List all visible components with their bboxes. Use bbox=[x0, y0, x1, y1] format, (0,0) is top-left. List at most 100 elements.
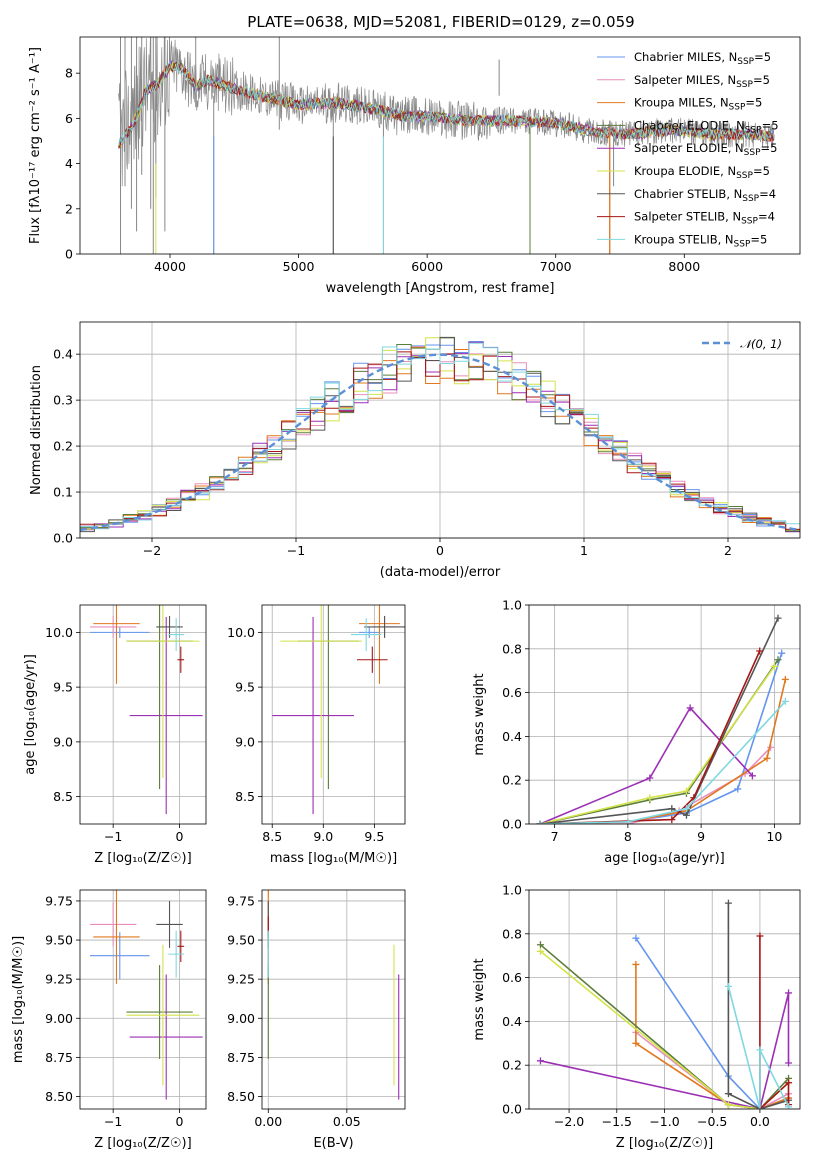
x-tick-label: 7 bbox=[551, 829, 559, 844]
series-point-8 bbox=[781, 697, 789, 705]
axes-frame bbox=[79, 36, 801, 255]
panel-0: 4000 5000 6000 7000 8000 0 2 4 6 8 wavelength [Ang… bbox=[28, 36, 801, 296]
series-point-7 bbox=[756, 932, 764, 940]
series-point-2 bbox=[781, 675, 789, 683]
series-point-6 bbox=[668, 805, 676, 813]
series-point-8 bbox=[682, 805, 690, 813]
legend-label-4: Salpeter ELODIE, NSSP=5 bbox=[634, 141, 777, 158]
series-line-6 bbox=[727, 903, 789, 1109]
y-tick-label: 0.2 bbox=[502, 773, 522, 788]
x-tick-label: −1 bbox=[287, 543, 305, 558]
series-point-5 bbox=[682, 787, 690, 795]
legend-sub: SSP bbox=[737, 57, 754, 67]
y-axis-label: mass weight bbox=[472, 958, 487, 1040]
series-point-4 bbox=[536, 1057, 544, 1065]
axes-frame bbox=[79, 889, 207, 1110]
series-point-4 bbox=[686, 704, 694, 712]
legend-n: =5 bbox=[750, 232, 767, 246]
panel-2: −1 0 8.5 9.0 9.5 10.0 Z [log₁₀(Z/Z☉)] age [log₁… bbox=[23, 604, 207, 866]
x-tick-label: 0.00 bbox=[254, 1114, 282, 1129]
legend-sub: SSP bbox=[744, 148, 761, 158]
x-axis-label: age [log₁₀(age/yr)] bbox=[604, 851, 725, 866]
legend-n: =5 bbox=[753, 164, 770, 178]
x-axis-label: mass [log₁₀(M/M☉)] bbox=[270, 851, 397, 866]
legend-n: =4 bbox=[758, 210, 775, 224]
y-tick-label: 0.0 bbox=[502, 1102, 522, 1117]
panel-6: 0.00 0.05 8.50 8.75 9.00 9.25 9.50 9.75 E(B-V) bbox=[227, 889, 406, 1151]
histogram-8 bbox=[80, 342, 800, 530]
y-axis-label: Normed distribution bbox=[29, 365, 44, 495]
series-point-4 bbox=[785, 1059, 793, 1067]
series-point-3 bbox=[774, 656, 782, 664]
axes-frame bbox=[79, 604, 207, 825]
x-tick-label: 1 bbox=[580, 543, 588, 558]
x-tick-label: −1 bbox=[104, 1114, 122, 1129]
x-tick-label: −2.0 bbox=[554, 1114, 584, 1129]
legend-label-2: Kroupa MILES, NSSP=5 bbox=[634, 96, 762, 113]
y-tick-label: 0.0 bbox=[502, 817, 522, 832]
x-tick-label: 2 bbox=[724, 543, 732, 558]
series-point-0 bbox=[632, 934, 640, 942]
x-axis-label: E(B-V) bbox=[313, 1136, 353, 1151]
y-tick-label: 8.50 bbox=[227, 1089, 255, 1104]
x-axis-label: Z [log₁₀(Z/Z☉)] bbox=[616, 1136, 713, 1151]
y-tick-label: 8 bbox=[65, 66, 73, 81]
series-point-4 bbox=[748, 772, 756, 780]
y-tick-label: 8.75 bbox=[227, 1050, 255, 1065]
y-axis-label: age [log₁₀(age/yr)] bbox=[23, 654, 38, 775]
x-tick-label: −0.5 bbox=[697, 1114, 727, 1129]
y-axis-label: mass [log₁₀(M/M☉)] bbox=[11, 936, 26, 1063]
y-tick-label: 9.00 bbox=[227, 1011, 255, 1026]
y-tick-label: 0.4 bbox=[53, 347, 73, 362]
histogram-7 bbox=[80, 351, 800, 530]
legend-label-3: Chabrier ELODIE, NSSP=5 bbox=[634, 118, 779, 135]
axes-frame bbox=[79, 321, 801, 539]
error-bars bbox=[89, 605, 203, 815]
series-point-4 bbox=[785, 989, 793, 997]
legend-label-normal: 𝒩(0, 1) bbox=[740, 337, 782, 351]
y-tick-label: 8.5 bbox=[235, 789, 255, 804]
y-tick-label: 9.5 bbox=[235, 680, 255, 695]
legend-sub: SSP bbox=[729, 103, 746, 113]
y-tick-label: 9.00 bbox=[45, 1011, 73, 1026]
series-line-8 bbox=[539, 700, 786, 824]
series-point-2 bbox=[632, 1039, 640, 1047]
y-tick-label: 0.6 bbox=[502, 685, 522, 700]
legend-sub: SSP bbox=[736, 80, 753, 90]
y-tick-label: 9.75 bbox=[227, 893, 255, 908]
x-tick-label: 0 bbox=[436, 543, 444, 558]
y-tick-label: 0.0 bbox=[53, 531, 73, 546]
x-tick-label: −2 bbox=[143, 543, 161, 558]
legend: Chabrier MILES, NSSP=5 Salpeter MILES, NS… bbox=[597, 50, 779, 249]
series-point-8 bbox=[756, 1105, 764, 1109]
x-tick-label: 0 bbox=[175, 829, 183, 844]
y-tick-label: 0.2 bbox=[502, 1058, 522, 1073]
series-point-7 bbox=[756, 647, 764, 655]
y-tick-label: 0 bbox=[65, 247, 73, 262]
series-line-3 bbox=[539, 659, 779, 824]
series-point-8 bbox=[624, 818, 632, 824]
series-point-8 bbox=[785, 1103, 793, 1109]
y-tick-label: 6 bbox=[65, 111, 73, 126]
y-tick-label: 9.50 bbox=[45, 933, 73, 948]
legend-sub: SSP bbox=[742, 194, 759, 204]
panel-3: 8.5 9.0 9.5 8.5 9.0 9.5 10.0 mass [log₁₀(M/M☉)] bbox=[227, 604, 406, 866]
legend-label-0: Chabrier MILES, NSSP=5 bbox=[634, 50, 771, 67]
x-tick-label: 0 bbox=[175, 1114, 183, 1129]
y-tick-label: 0.6 bbox=[502, 970, 522, 985]
series-line-4 bbox=[540, 992, 790, 1109]
y-tick-label: 9.0 bbox=[53, 734, 73, 749]
x-tick-label: 6000 bbox=[411, 259, 443, 274]
series-point-3 bbox=[536, 941, 544, 949]
error-bars bbox=[272, 605, 405, 815]
series-point-8 bbox=[724, 982, 732, 990]
series-point-0 bbox=[778, 649, 786, 657]
series-point-5 bbox=[536, 947, 544, 955]
series-point-5 bbox=[646, 794, 654, 802]
model-spectrum-8 bbox=[118, 62, 775, 146]
x-tick-label: 8000 bbox=[668, 259, 700, 274]
x-tick-label: 7000 bbox=[540, 259, 572, 274]
weight-lines bbox=[536, 614, 789, 824]
x-axis-label: Z [log₁₀(Z/Z☉)] bbox=[94, 1136, 191, 1151]
